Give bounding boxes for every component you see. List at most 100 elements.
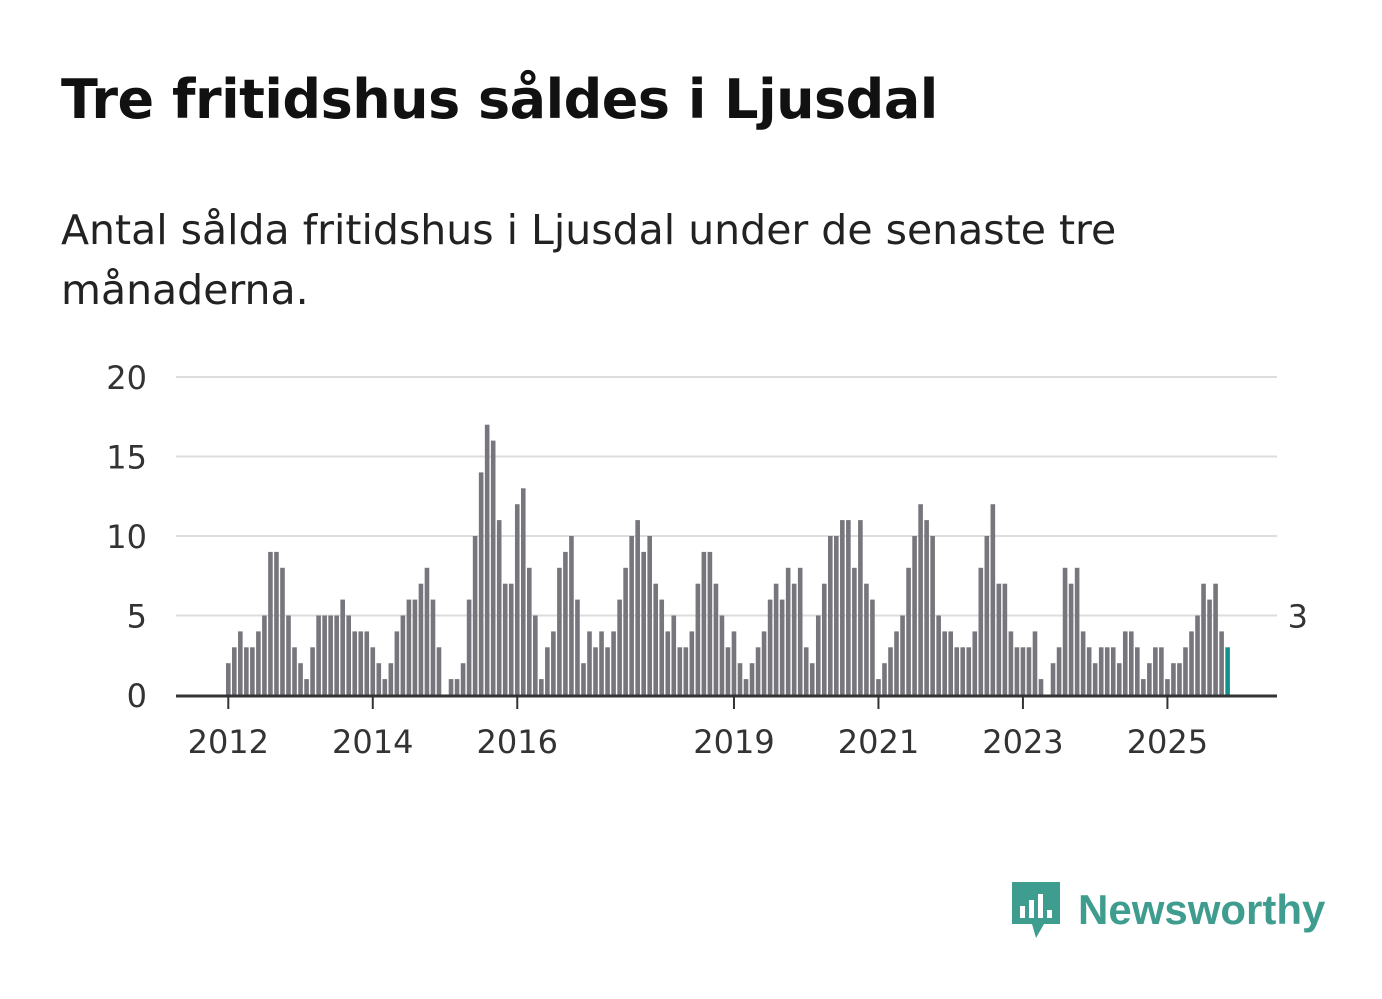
bar	[1183, 647, 1188, 695]
bar	[406, 599, 412, 695]
x-tick-label: 2021	[838, 723, 919, 761]
bar	[852, 567, 857, 695]
bar	[1153, 647, 1158, 695]
bar	[737, 663, 743, 695]
bar	[767, 599, 773, 695]
bar	[545, 647, 550, 695]
bar	[671, 615, 677, 695]
bar	[244, 647, 249, 695]
bar	[430, 599, 436, 695]
bar	[930, 536, 935, 695]
bar	[617, 599, 622, 695]
bar	[1141, 679, 1146, 695]
bar	[912, 536, 917, 695]
bar	[593, 647, 598, 695]
bar	[1032, 631, 1038, 695]
bar	[1165, 679, 1170, 695]
bar	[1074, 567, 1080, 695]
bar	[719, 615, 725, 695]
bar	[683, 647, 689, 695]
bar	[496, 520, 502, 695]
bar	[876, 679, 881, 695]
bar	[1080, 631, 1086, 695]
bar	[936, 615, 941, 695]
bar	[1207, 599, 1212, 695]
grid-lines	[176, 376, 1277, 617]
x-tick-label: 2019	[693, 723, 774, 761]
bar	[557, 567, 562, 695]
bar	[490, 440, 496, 695]
bar-chart: 0 5 10 15 20 2012 2014 2016 2019 2021 2023 2025 3	[106, 359, 1312, 761]
y-axis-ticks: 0 5 10 15 20	[106, 359, 147, 715]
bar	[635, 520, 640, 695]
bar	[1086, 647, 1092, 695]
bar	[1116, 663, 1122, 695]
newsworthy-logo-text: Newsworthy	[1078, 886, 1326, 933]
bar	[352, 631, 358, 695]
bar	[328, 615, 333, 695]
bar	[1110, 647, 1116, 695]
bar	[448, 679, 454, 695]
bar	[394, 631, 400, 695]
bar	[1014, 647, 1020, 695]
bar	[1068, 583, 1074, 695]
bar	[888, 647, 893, 695]
bar	[575, 599, 580, 695]
bar	[755, 647, 761, 695]
bars	[226, 424, 1230, 695]
bar	[520, 488, 526, 695]
bar	[785, 567, 791, 695]
bar	[1135, 647, 1140, 695]
bar	[1020, 647, 1026, 695]
bar	[1225, 647, 1230, 695]
bar	[508, 583, 514, 695]
bar	[791, 583, 797, 695]
bar	[647, 536, 652, 695]
bar	[828, 536, 833, 695]
y-tick-label: 0	[127, 677, 147, 715]
bar	[292, 647, 297, 695]
bar	[996, 583, 1002, 695]
bar	[382, 679, 388, 695]
bar	[563, 551, 568, 695]
x-tick-label: 2023	[982, 723, 1063, 761]
bar	[954, 647, 960, 695]
bar	[1098, 647, 1104, 695]
x-tick-label: 2025	[1127, 723, 1208, 761]
bar	[1002, 583, 1008, 695]
bar	[1219, 631, 1224, 695]
bar	[659, 599, 665, 695]
bar	[797, 567, 803, 695]
bar	[460, 663, 466, 695]
newsworthy-logo-icon	[1012, 882, 1060, 938]
x-axis-ticks: 2012 2014 2016 2019 2021 2023 2025	[188, 697, 1208, 761]
bar	[418, 583, 424, 695]
bar	[358, 631, 364, 695]
bar	[599, 631, 604, 695]
bar	[900, 615, 905, 695]
bar	[641, 551, 646, 695]
bar	[268, 551, 273, 695]
x-tick-label: 2016	[477, 723, 558, 761]
bar	[815, 615, 821, 695]
chart-title: Tre fritidshus såldes i Ljusdal	[61, 68, 938, 131]
bar	[232, 647, 237, 695]
y-tick-label: 15	[106, 439, 147, 477]
bar	[274, 551, 279, 695]
bar	[918, 504, 923, 695]
bar	[304, 679, 309, 695]
bar	[346, 615, 351, 695]
bar	[864, 583, 869, 695]
bar	[858, 520, 863, 695]
bar	[412, 599, 418, 695]
bar	[665, 631, 671, 695]
bar	[484, 424, 490, 695]
bar	[256, 631, 261, 695]
bar	[846, 520, 851, 695]
bar	[731, 631, 737, 695]
bar	[310, 647, 315, 695]
bar	[370, 647, 376, 695]
bar	[1092, 663, 1098, 695]
bar	[400, 615, 406, 695]
bar	[882, 663, 887, 695]
